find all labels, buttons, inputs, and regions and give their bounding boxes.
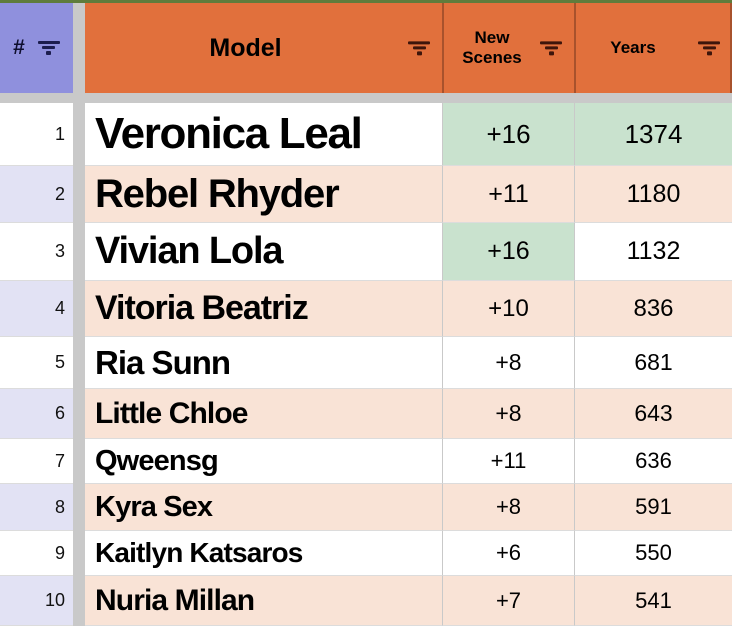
cell-new-scenes[interactable]: +8 xyxy=(442,389,574,439)
column-header-years[interactable]: Years xyxy=(574,0,732,93)
cell-model[interactable]: Kaitlyn Katsaros xyxy=(85,531,442,576)
filter-icon[interactable] xyxy=(698,40,720,55)
cell-rank[interactable]: 1 xyxy=(0,103,73,166)
cell-model[interactable]: Vitoria Beatriz xyxy=(85,281,442,337)
cell-model[interactable]: Rebel Rhyder xyxy=(85,166,442,223)
cell-years[interactable]: 836 xyxy=(574,281,732,337)
cell-rank[interactable]: 2 xyxy=(0,166,73,223)
cell-new-scenes[interactable]: +10 xyxy=(442,281,574,337)
cell-model[interactable]: Qweensg xyxy=(85,439,442,484)
cell-new-scenes[interactable]: +7 xyxy=(442,576,574,626)
sheet-top-strip xyxy=(0,0,732,3)
cell-new-scenes[interactable]: +6 xyxy=(442,531,574,576)
cell-model[interactable]: Vivian Lola xyxy=(85,223,442,281)
column-header-new-scenes-label: New Scenes xyxy=(462,28,522,67)
cell-rank[interactable]: 4 xyxy=(0,281,73,337)
cell-years[interactable]: 681 xyxy=(574,337,732,389)
cell-new-scenes[interactable]: +16 xyxy=(442,223,574,281)
cell-model[interactable]: Kyra Sex xyxy=(85,484,442,531)
cell-new-scenes[interactable]: +16 xyxy=(442,103,574,166)
header-row-divider xyxy=(0,93,732,103)
cell-new-scenes[interactable]: +11 xyxy=(442,166,574,223)
column-gap-divider xyxy=(73,0,85,626)
cell-rank[interactable]: 10 xyxy=(0,576,73,626)
cell-rank[interactable]: 7 xyxy=(0,439,73,484)
column-header-model-label: Model xyxy=(209,33,282,62)
cell-rank[interactable]: 3 xyxy=(0,223,73,281)
cell-model[interactable]: Little Chloe xyxy=(85,389,442,439)
cell-years[interactable]: 1132 xyxy=(574,223,732,281)
cell-years[interactable]: 550 xyxy=(574,531,732,576)
column-header-model[interactable]: Model xyxy=(85,0,442,93)
cell-years[interactable]: 541 xyxy=(574,576,732,626)
cell-new-scenes[interactable]: +11 xyxy=(442,439,574,484)
cell-model[interactable]: Nuria Millan xyxy=(85,576,442,626)
column-header-rank[interactable]: # xyxy=(0,0,73,93)
filter-icon[interactable] xyxy=(37,41,60,55)
filter-icon[interactable] xyxy=(408,40,430,55)
cell-new-scenes[interactable]: +8 xyxy=(442,337,574,389)
column-header-rank-label: # xyxy=(13,36,25,59)
cell-rank[interactable]: 9 xyxy=(0,531,73,576)
filter-icon[interactable] xyxy=(540,40,562,55)
column-header-new-scenes[interactable]: New Scenes xyxy=(442,0,574,93)
cell-new-scenes[interactable]: +8 xyxy=(442,484,574,531)
cell-years[interactable]: 591 xyxy=(574,484,732,531)
cell-rank[interactable]: 8 xyxy=(0,484,73,531)
column-header-years-label: Years xyxy=(610,38,656,57)
cell-years[interactable]: 1374 xyxy=(574,103,732,166)
cell-years[interactable]: 643 xyxy=(574,389,732,439)
cell-rank[interactable]: 5 xyxy=(0,337,73,389)
cell-years[interactable]: 1180 xyxy=(574,166,732,223)
cell-model[interactable]: Veronica Leal xyxy=(85,103,442,166)
cell-rank[interactable]: 6 xyxy=(0,389,73,439)
cell-model[interactable]: Ria Sunn xyxy=(85,337,442,389)
cell-years[interactable]: 636 xyxy=(574,439,732,484)
